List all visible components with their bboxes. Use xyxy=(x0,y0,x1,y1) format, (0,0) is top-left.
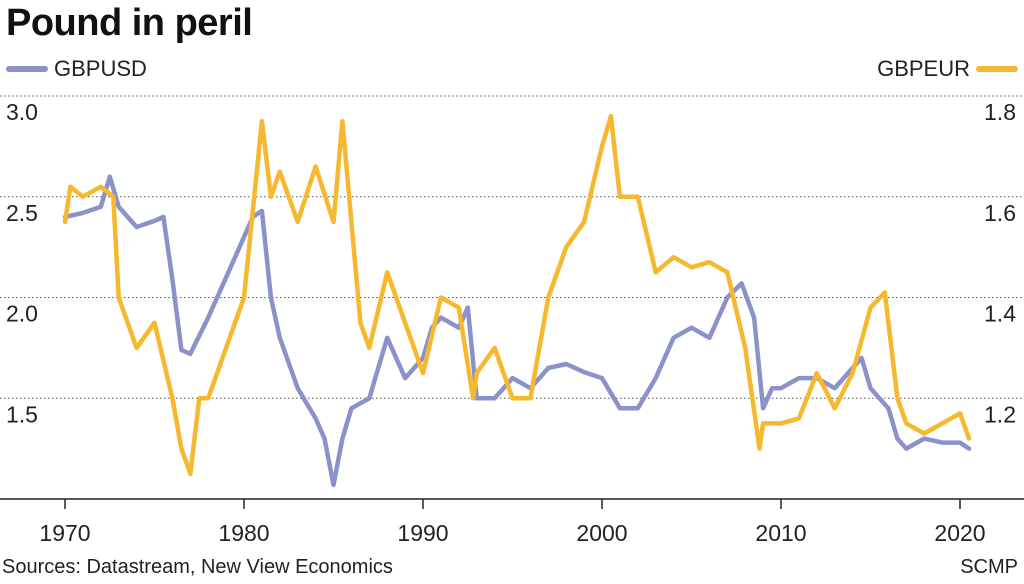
legend-swatch-gbpusd xyxy=(6,66,48,72)
series-line-gbpeur xyxy=(62,113,972,477)
legend-label-gbpeur: GBPEUR xyxy=(877,56,970,81)
x-tick-label: 1980 xyxy=(218,520,269,546)
source-note: Sources: Datastream, New View Economics xyxy=(2,556,393,578)
x-tick-label: 2000 xyxy=(576,520,627,546)
y-left-tick-label: 3.0 xyxy=(6,99,38,125)
y-left-tick-label: 1.5 xyxy=(6,401,38,427)
x-tick-label: 1970 xyxy=(39,520,90,546)
y-right-tick-label: 1.8 xyxy=(984,99,1016,125)
y-right-tick-label: 1.2 xyxy=(984,401,1016,427)
series-line-gbpusd xyxy=(62,174,972,488)
chart-title: Pound in peril xyxy=(6,2,253,44)
credit: SCMP xyxy=(960,556,1018,578)
x-tick-label: 2020 xyxy=(934,520,985,546)
y-left-tick-label: 2.0 xyxy=(6,301,38,327)
legend-swatch-gbpeur xyxy=(976,66,1018,72)
y-left-tick-label: 2.5 xyxy=(6,200,38,226)
x-tick-label: 2010 xyxy=(755,520,806,546)
y-right-tick-label: 1.6 xyxy=(984,200,1016,226)
legend-gbpeur: GBPEUR xyxy=(877,56,1018,82)
legend-label-gbpusd: GBPUSD xyxy=(54,56,147,81)
legend-gbpusd: GBPUSD xyxy=(6,56,147,82)
x-tick-label: 1990 xyxy=(397,520,448,546)
y-right-tick-label: 1.4 xyxy=(984,301,1016,327)
